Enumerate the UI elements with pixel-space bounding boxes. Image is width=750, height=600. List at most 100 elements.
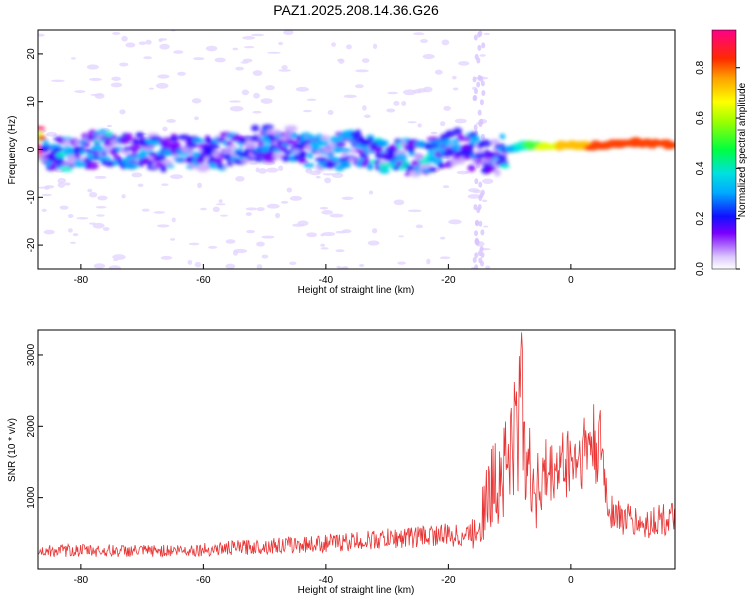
spectrogram-ridge-mark — [428, 166, 437, 173]
spectrogram-noise-mark — [456, 170, 469, 175]
spectrogram-noise-mark — [480, 260, 485, 267]
spectrogram-ridge-mark — [363, 158, 371, 165]
spectrogram-noise-mark — [448, 219, 462, 225]
spectrogram-ridge-mark — [322, 146, 333, 154]
spectrogram-noise-mark — [479, 75, 484, 82]
spectrogram-noise-mark — [322, 231, 336, 237]
spectrogram-ridge-mark — [463, 155, 471, 161]
spectrogram-ridge-mark — [78, 150, 86, 156]
spectrogram-noise-mark — [397, 261, 406, 265]
spectrogram-ridge-mark — [83, 142, 91, 148]
spectrogram-ridge-mark — [195, 158, 203, 164]
spectrogram-ridge-mark — [166, 164, 175, 169]
spectrogram-noise-mark — [393, 199, 405, 206]
spectrogram-noise-mark — [261, 254, 269, 259]
spectrogram-ridge-mark — [434, 139, 442, 146]
spectrogram-noise-mark — [145, 39, 152, 45]
spectrogram-noise-mark — [439, 121, 446, 127]
spectrogram-ridge-mark — [149, 135, 162, 141]
spectrogram-noise-mark — [480, 229, 485, 236]
spectrogram-noise-mark — [371, 228, 378, 234]
spectrogram-ridge-mark — [217, 163, 224, 169]
spectrogram-ridge-mark — [335, 141, 346, 148]
spectrogram-ridge-mark — [339, 160, 352, 169]
spectrogram-ridge-mark — [60, 165, 74, 172]
spectrogram-noise-mark — [331, 42, 337, 47]
snr-x-axis: -80 -60 -40 -20 0 — [74, 564, 574, 586]
spectrogram-noise-mark — [401, 101, 407, 106]
snr-x-tick-label: 0 — [568, 575, 574, 586]
spectrogram-noise-mark — [153, 211, 166, 214]
spectrogram-noise-mark — [119, 109, 126, 115]
snr-y-tick-label: 1000 — [26, 486, 37, 509]
spectrogram-noise-mark — [137, 183, 144, 187]
spectrogram-noise-mark — [275, 212, 281, 219]
colorbar-label: Normalized spectral amplitude — [737, 82, 748, 217]
spectrogram-noise-mark — [368, 190, 374, 195]
spectrogram-y-tick-label: 10 — [26, 96, 37, 108]
spectrogram-noise-mark — [420, 39, 429, 44]
spectrogram-noise-mark — [256, 241, 265, 247]
spectrogram-noise-mark — [148, 87, 154, 90]
spectrogram-ridge-mark — [440, 139, 454, 145]
spectrogram-noise-mark — [339, 266, 348, 269]
spectrogram-ridge-mark — [38, 141, 41, 149]
spectrogram-ridge-mark — [105, 131, 113, 138]
spectrogram-ridge-mark — [437, 161, 444, 169]
spectrogram-noise-mark — [67, 228, 73, 233]
spectrogram-ridge-mark — [318, 139, 330, 147]
spectrogram-x-axis: -80 -60 -40 -20 0 — [74, 264, 574, 286]
spectrogram-noise-mark — [443, 105, 451, 111]
spectrogram-ridge-mark — [298, 151, 308, 157]
spectrogram-noise-mark — [477, 44, 482, 51]
spectrogram-noise-mark — [472, 76, 477, 83]
spectrogram-noise-mark — [478, 121, 483, 128]
spectrogram-noise-mark — [70, 241, 76, 244]
spectrogram-noise-mark — [473, 94, 478, 101]
spectrogram-noise-mark — [415, 224, 424, 229]
spectrogram-ridge-mark — [38, 135, 47, 141]
spectrogram-noise-mark — [439, 256, 451, 260]
spectrogram-noise-mark — [479, 54, 486, 57]
spectrogram-ridge-mark — [405, 164, 414, 172]
spectrogram-y-tick-label: 0 — [26, 146, 37, 152]
spectrogram-noise-mark — [322, 173, 336, 176]
spectrogram-noise-mark — [319, 206, 329, 210]
spectrogram-noise-mark — [212, 206, 220, 213]
spectrogram-x-tick-label: -80 — [74, 275, 89, 286]
spectrogram-noise-mark — [408, 209, 422, 213]
spectrogram-ridge-mark — [251, 124, 260, 132]
spectrogram-noise-mark — [422, 54, 435, 60]
spectrogram-noise-mark — [45, 131, 58, 137]
snr-frame — [37, 329, 676, 570]
spectrogram-noise-mark — [171, 217, 176, 223]
spectrogram-noise-mark — [479, 99, 484, 106]
spectrogram-noise-mark — [476, 81, 481, 88]
spectrogram-noise-mark — [320, 243, 326, 247]
spectrogram-noise-mark — [362, 105, 367, 111]
spectrogram-noise-mark — [454, 118, 467, 124]
spectrogram-noise-mark — [266, 203, 280, 209]
spectrogram-noise-mark — [372, 43, 378, 49]
spectrogram-noise-mark — [57, 181, 66, 188]
spectrogram-ridge-mark — [186, 143, 198, 149]
spectrogram-noise-mark — [110, 82, 123, 88]
spectrogram-noise-mark — [354, 84, 364, 89]
spectrogram-noise-mark — [475, 239, 480, 246]
spectrogram-ridge-mark — [314, 157, 329, 162]
spectrogram-noise-mark — [386, 108, 396, 113]
spectrogram-noise-mark — [113, 259, 118, 262]
colorbar-tick-label: 0.8 — [695, 60, 706, 74]
spectrogram-noise-mark — [474, 178, 479, 185]
spectrogram-noise-mark — [92, 222, 105, 229]
spectrogram-noise-mark — [159, 43, 170, 50]
spectrogram-noise-mark — [249, 162, 258, 165]
spectrogram-ridge-mark — [321, 134, 330, 141]
spectrogram-noise-mark — [324, 177, 332, 184]
spectrogram-noise-mark — [74, 90, 86, 93]
spectrogram-noise-mark — [256, 264, 263, 269]
spectrogram-noise-mark — [177, 71, 186, 76]
spectrogram-noise-mark — [67, 213, 74, 219]
spectrogram-noise-mark — [480, 80, 485, 87]
spectrogram-noise-mark — [157, 74, 170, 79]
